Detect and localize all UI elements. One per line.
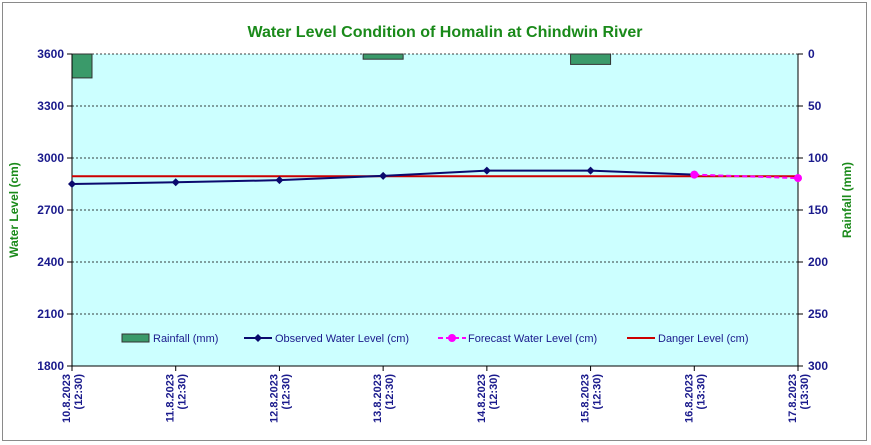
y-tick-label-left: 2400 — [37, 255, 64, 269]
y-tick-label-left: 3000 — [37, 151, 64, 165]
y-axis-title-right: Rainfall (mm) — [840, 162, 854, 238]
legend-observed-label: Observed Water Level (cm) — [275, 333, 409, 345]
x-tick-label-time: (13:30) — [799, 374, 811, 410]
x-tick-label-group: 12.8.2023 (12:30) — [268, 374, 292, 423]
y-tick-label-right: 50 — [808, 99, 822, 113]
y-tick-label-left: 2100 — [37, 307, 64, 321]
y-tick-label-right: 150 — [808, 203, 828, 217]
x-tick-label-date: 16.8.2023 — [683, 374, 695, 423]
x-tick-label-date: 14.8.2023 — [476, 374, 488, 423]
legend-rainfall-label: Rainfall (mm) — [153, 333, 218, 345]
y-tick-label-right: 0 — [808, 47, 815, 61]
x-tick-label-group: 15.8.2023 (12:30) — [580, 374, 604, 423]
legend-rainfall-swatch — [121, 333, 150, 343]
x-tick-label-group: 13.8.2023 (12:30) — [372, 374, 396, 423]
x-tick-label-date: 11.8.2023 — [165, 374, 177, 422]
x-tick-label-time: (12:30) — [592, 374, 604, 410]
rainfall-bar — [71, 53, 93, 79]
legend-observed-marker — [254, 334, 262, 342]
y-tick-label-right: 300 — [808, 359, 828, 373]
observed-point — [379, 171, 388, 180]
x-tick-label-date: 12.8.2023 — [268, 374, 280, 423]
y-tick-label-right: 100 — [808, 151, 828, 165]
x-tick-label-date: 13.8.2023 — [372, 374, 384, 423]
y-axis-title-left: Water Level (cm) — [7, 162, 21, 258]
forecast-point — [690, 170, 699, 179]
x-tick-label-date: 17.8.2023 — [787, 374, 799, 423]
legend-forecast-label: Forecast Water Level (cm) — [468, 333, 597, 345]
rainfall-bar — [570, 53, 612, 65]
x-tick-label-group: 16.8.2023 (13:30) — [683, 374, 707, 423]
x-tick-label-group: 11.8.2023 (12:30) — [165, 374, 189, 423]
observed-point — [171, 178, 180, 187]
x-tick-label-date: 10.8.2023 — [61, 374, 73, 423]
x-tick-label-date: 15.8.2023 — [580, 374, 592, 423]
chart-title: Water Level Condition of Homalin at Chin… — [248, 24, 643, 41]
observed-point — [586, 166, 595, 175]
observed-point — [482, 166, 491, 175]
forecast-water-level-line — [694, 173, 799, 180]
x-tick-label-time: (12:30) — [73, 374, 85, 410]
observed-point — [275, 176, 284, 185]
y-tick-label-right: 250 — [808, 307, 828, 321]
rainfall-bar — [362, 53, 404, 60]
x-tick-label-group: 10.8.2023 (12:30) — [61, 374, 85, 423]
legend-forecast-marker — [448, 334, 456, 342]
forecast-point — [794, 174, 802, 183]
legend-danger-label: Danger Level (cm) — [658, 333, 748, 345]
x-tick-label-group: 14.8.2023 (12:30) — [476, 374, 500, 423]
y-tick-label-left: 3300 — [37, 99, 64, 113]
y-tick-label-left: 3600 — [37, 47, 64, 61]
x-tick-label-time: (12:30) — [280, 374, 292, 410]
y-tick-label-left: 2700 — [37, 203, 64, 217]
x-tick-label-time: (13:30) — [695, 374, 707, 410]
y-tick-label-right: 200 — [808, 255, 828, 269]
observed-point — [68, 180, 76, 188]
x-tick-label-time: (12:30) — [488, 374, 500, 410]
y-tick-label-left: 1800 — [37, 359, 64, 373]
x-tick-label-time: (12:30) — [177, 374, 189, 410]
x-tick-label-time: (12:30) — [384, 374, 396, 410]
x-tick-label-group: 17.8.2023 (13:30) — [787, 374, 811, 423]
